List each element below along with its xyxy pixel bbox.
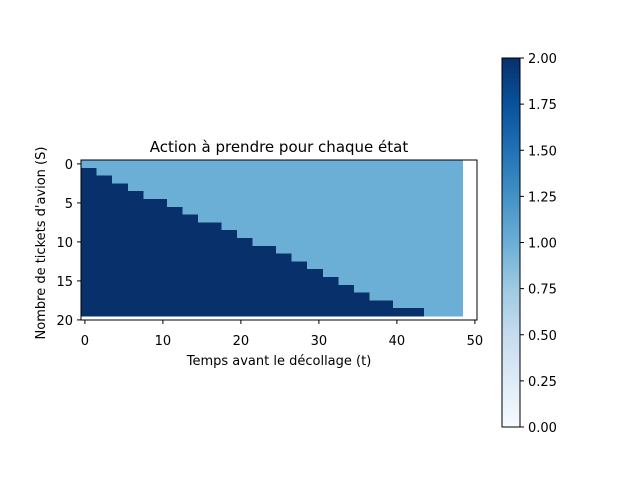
- y-axis: 0 5 10 15 20: [56, 158, 81, 329]
- y-tick-label: 15: [56, 275, 73, 290]
- heatmap-cell-action-2: [81, 245, 276, 254]
- heatmap-cell-action-1: [322, 269, 464, 278]
- heatmap-cell-action-1: [237, 230, 464, 239]
- heatmap-cell-action-2: [81, 230, 237, 239]
- heatmap-cell-action-2: [81, 253, 292, 262]
- heatmap-cell-action-1: [393, 300, 464, 309]
- colorbar-tick-label: 1.75: [528, 98, 557, 113]
- heatmap-cell-action-2: [81, 222, 222, 231]
- y-tick-label: 20: [56, 314, 73, 329]
- colorbar-tick-label: 1.50: [528, 144, 557, 159]
- colorbar-tick-label: 1.25: [528, 190, 557, 205]
- heatmap-cell-action-2: [81, 284, 354, 293]
- colorbar-tick-label: 0.75: [528, 283, 557, 298]
- heatmap-cell-action-2: [81, 238, 253, 247]
- colorbar-tick-label: 1.00: [528, 237, 557, 252]
- y-axis-label: Nombre de tickets d'avion (S): [34, 147, 49, 340]
- heatmap-cell-action-1: [424, 308, 464, 317]
- x-axis-label: Temps avant le décollage (t): [186, 354, 372, 369]
- heatmap-cell-action-1: [307, 261, 464, 270]
- heatmap-cell-action-1: [182, 206, 464, 215]
- heatmap-cell-action-2: [81, 191, 144, 200]
- heatmap-cell-action-2: [81, 308, 425, 317]
- heatmap-cell-action-1: [369, 292, 464, 301]
- heatmap-cell-action-1: [81, 160, 464, 169]
- heatmap-cell-action-2: [81, 261, 308, 270]
- heatmap-cell-action-1: [198, 214, 464, 223]
- x-tick-label: 10: [155, 334, 172, 349]
- heatmap-cell-action-2: [81, 300, 393, 309]
- heatmap-cell-action-2: [81, 175, 113, 184]
- heatmap-cell-action-1: [291, 253, 464, 262]
- colorbar-tick-label: 0.00: [528, 421, 557, 436]
- colorbar-tick-label: 0.25: [528, 375, 557, 390]
- heatmap-cell-action-1: [127, 183, 464, 192]
- x-tick-label: 50: [467, 334, 484, 349]
- colorbar-tick-label: 2.00: [528, 52, 557, 67]
- y-tick-label: 5: [65, 197, 73, 212]
- heatmap-cell-action-1: [221, 222, 464, 231]
- y-tick-label: 0: [65, 158, 73, 173]
- heatmap-cell-action-2: [81, 277, 339, 286]
- heatmap-cell-action-2: [81, 167, 97, 176]
- colorbar: [501, 57, 521, 428]
- x-tick-label: 30: [311, 334, 328, 349]
- heatmap-cell-action-1: [112, 175, 464, 184]
- heatmap-cell-action-1: [96, 167, 464, 176]
- plot-frame: [80, 159, 478, 321]
- heatmap-cell-action-1: [338, 277, 464, 286]
- heatmap-cell-action-1: [354, 284, 464, 293]
- x-tick-label: 40: [389, 334, 406, 349]
- colorbar-tick-label: 0.50: [528, 329, 557, 344]
- chart-title: Action à prendre pour chaque état: [150, 138, 409, 156]
- x-tick-label: 20: [233, 334, 250, 349]
- heatmap-cell-action-2: [81, 183, 128, 192]
- heatmap-cell-action-2: [81, 199, 167, 208]
- heatmap-cell-action-1: [166, 199, 464, 208]
- heatmap: [81, 160, 464, 317]
- y-tick-label: 10: [56, 236, 73, 251]
- heatmap-cell-action-2: [81, 206, 183, 215]
- heatmap-cell-action-1: [143, 191, 464, 200]
- x-axis: 0 10 20 30 40 50: [81, 320, 483, 349]
- x-tick-label: 0: [81, 334, 89, 349]
- heatmap-cell-action-2: [81, 292, 370, 301]
- heatmap-cell-action-1: [276, 245, 464, 254]
- heatmap-cell-action-2: [81, 269, 323, 278]
- heatmap-cell-action-1: [252, 238, 464, 247]
- heatmap-cell-action-2: [81, 214, 198, 223]
- colorbar-axis: 0.00 0.25 0.50 0.75 1.00 1.25 1.50 1.75 2.00: [520, 52, 557, 436]
